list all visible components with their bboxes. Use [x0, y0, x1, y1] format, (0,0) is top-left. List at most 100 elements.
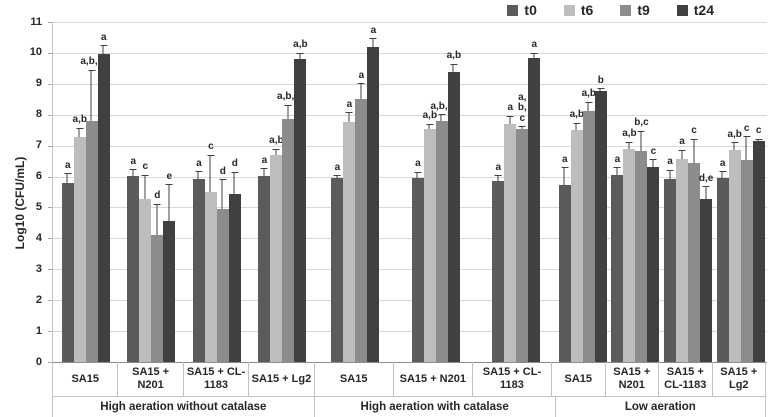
y-tick-mark	[48, 269, 52, 271]
y-tick-mark	[48, 22, 52, 23]
bar: a,b	[423, 111, 437, 362]
significance-label: a,b,c	[80, 56, 104, 68]
significance-label: c	[755, 125, 762, 137]
significance-label: a	[196, 157, 202, 169]
significance-label: a	[100, 31, 107, 43]
bar: d,e	[699, 173, 713, 362]
gridline	[53, 300, 767, 302]
error-bar	[345, 112, 353, 122]
significance-label: c	[208, 141, 214, 153]
bar-cluster: a a,b a,b b	[557, 22, 610, 362]
gridline	[53, 207, 767, 209]
bar: a,b	[570, 110, 584, 362]
error-bar	[284, 104, 292, 120]
error-bar	[678, 149, 686, 160]
error-bar	[518, 126, 526, 129]
strain-label: SA15 + N201	[118, 362, 184, 396]
bar: a	[676, 137, 689, 362]
error-bar	[426, 123, 434, 130]
significance-label: a,b	[72, 114, 87, 126]
error-bar	[272, 148, 280, 156]
legend-label: t6	[580, 2, 594, 18]
error-bar	[207, 154, 215, 192]
error-bar	[573, 122, 581, 131]
error-bar	[450, 63, 458, 73]
x-axis-condition-labels: High aeration without catalase High aerat…	[52, 396, 766, 417]
error-bar	[494, 175, 502, 182]
significance-label: a, b, c	[517, 91, 527, 124]
significance-label: a	[507, 102, 514, 114]
significance-label: a	[495, 161, 502, 173]
error-bar	[666, 169, 674, 180]
strain-label: SA15 + CL-1183	[184, 362, 250, 396]
bar: a,b,c	[430, 101, 453, 362]
bar: a	[127, 156, 140, 362]
significance-label: a	[614, 153, 621, 165]
error-bar	[743, 136, 751, 160]
significance-label: e	[166, 170, 173, 182]
significance-label: a,b	[727, 128, 742, 140]
bar: c	[204, 142, 217, 362]
y-tick-label: 0	[35, 355, 42, 368]
legend-label: t9	[637, 2, 650, 18]
condition-label: High aeration with catalase	[315, 396, 556, 417]
bar-cluster: a a a a	[315, 22, 395, 362]
bar-cluster: a a c d,e	[662, 22, 715, 362]
significance-label: a	[261, 154, 268, 166]
legend-item: t0	[507, 2, 537, 18]
y-tick-mark	[48, 362, 52, 363]
significance-label: d	[219, 165, 226, 177]
y-tick-label: 7	[35, 139, 42, 152]
y-tick-mark	[48, 331, 52, 333]
significance-label: c	[142, 161, 149, 173]
bar: a,b	[582, 89, 596, 362]
strain-label: SA15 + N201	[394, 362, 473, 396]
significance-label: a	[358, 69, 365, 81]
y-tick-label: 6	[35, 170, 42, 183]
strain-label: SA15 + Lg2	[713, 362, 766, 396]
error-bar	[100, 45, 108, 54]
significance-label: d,e	[698, 172, 714, 184]
strain-label: SA15	[52, 362, 119, 396]
legend-label: t24	[693, 2, 714, 18]
error-bar	[649, 159, 657, 167]
error-bar	[369, 38, 377, 48]
gridline	[53, 22, 767, 23]
significance-label: a,b,c	[430, 100, 454, 112]
bar: b	[594, 75, 607, 362]
bar: a,b	[622, 129, 637, 362]
y-tick-label: 1	[35, 324, 42, 337]
bar: c	[647, 146, 660, 362]
legend-swatch-icon	[676, 4, 688, 16]
significance-label: a,b,c	[277, 91, 300, 103]
significance-label: c	[691, 125, 697, 137]
bar: a,b	[447, 51, 461, 362]
legend-swatch-icon	[620, 4, 632, 16]
bar-cluster: a a,b a,b,c a,b	[250, 22, 316, 362]
significance-label: c	[650, 145, 657, 157]
gridline	[53, 83, 767, 85]
bar: a,b	[727, 129, 742, 362]
legend-item: t24	[676, 2, 714, 18]
y-tick-label: 3	[35, 262, 42, 275]
error-bar	[637, 130, 645, 151]
gridline	[53, 114, 767, 116]
error-bar	[585, 101, 593, 112]
y-tick-mark	[48, 145, 52, 147]
bar: e	[163, 171, 176, 362]
gridline	[53, 238, 767, 240]
significance-label: a,b	[581, 88, 597, 100]
error-bar	[141, 174, 149, 199]
legend-item: t9	[620, 2, 650, 18]
bar: a,b	[269, 136, 284, 362]
bar: a	[192, 158, 205, 362]
bar: a	[97, 32, 110, 362]
significance-label: a,b	[422, 110, 438, 122]
significance-label: a	[719, 157, 726, 169]
bar: a	[61, 160, 74, 362]
y-tick-mark	[48, 83, 52, 85]
strain-label: SA15 + Lg2	[249, 362, 315, 396]
error-bar	[296, 52, 304, 60]
significance-label: a	[346, 98, 353, 110]
